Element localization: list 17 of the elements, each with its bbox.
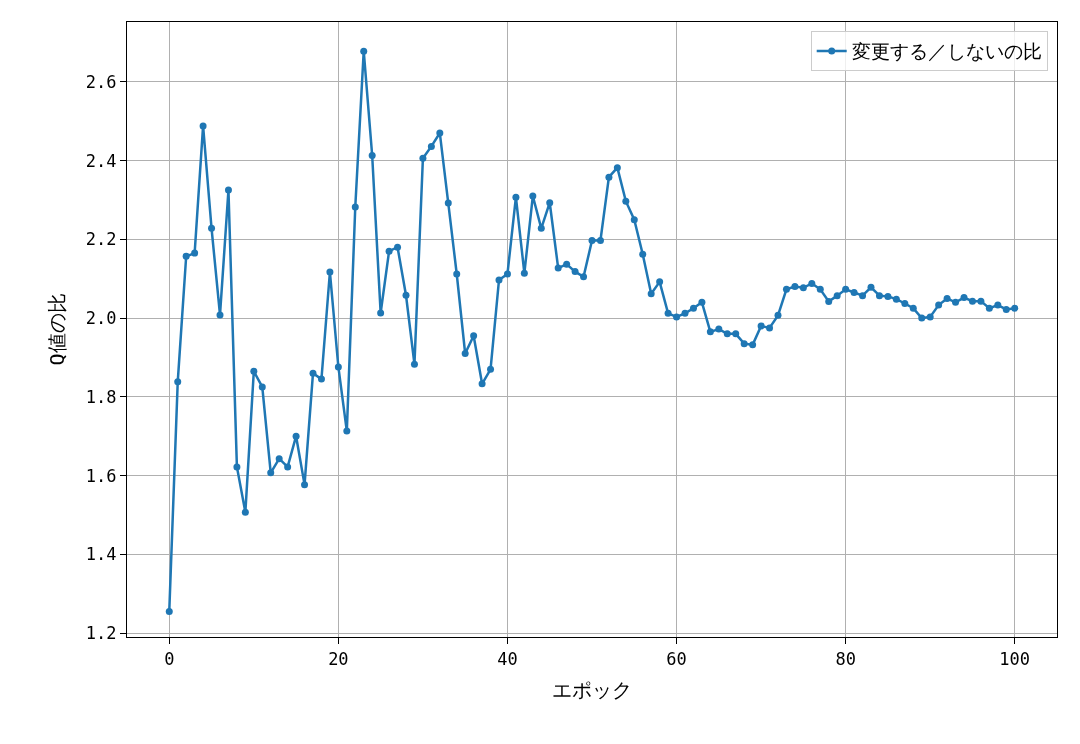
- y-tick-label: 2.0: [85, 308, 117, 329]
- legend-label: 変更する／しないの比: [851, 40, 1042, 63]
- y-tick-label: 1.6: [85, 465, 117, 486]
- x-tick-label: 20: [328, 648, 349, 669]
- y-tick-label: 2.2: [85, 229, 117, 250]
- y-tick-label: 1.4: [85, 544, 117, 565]
- x-tick-label: 60: [666, 648, 687, 669]
- x-tick-label: 40: [497, 648, 518, 669]
- x-axis-title: エポック: [552, 678, 632, 702]
- y-axis-title: Q値の比: [45, 293, 70, 366]
- y-tick-label: 2.6: [85, 71, 117, 92]
- x-tick-label: 0: [164, 648, 175, 669]
- x-tick-label: 100: [999, 648, 1031, 669]
- x-tick-label: 80: [835, 648, 856, 669]
- y-tick-label: 1.2: [85, 623, 117, 644]
- y-tick-label: 1.8: [85, 386, 117, 407]
- y-tick-label: 2.4: [85, 150, 117, 171]
